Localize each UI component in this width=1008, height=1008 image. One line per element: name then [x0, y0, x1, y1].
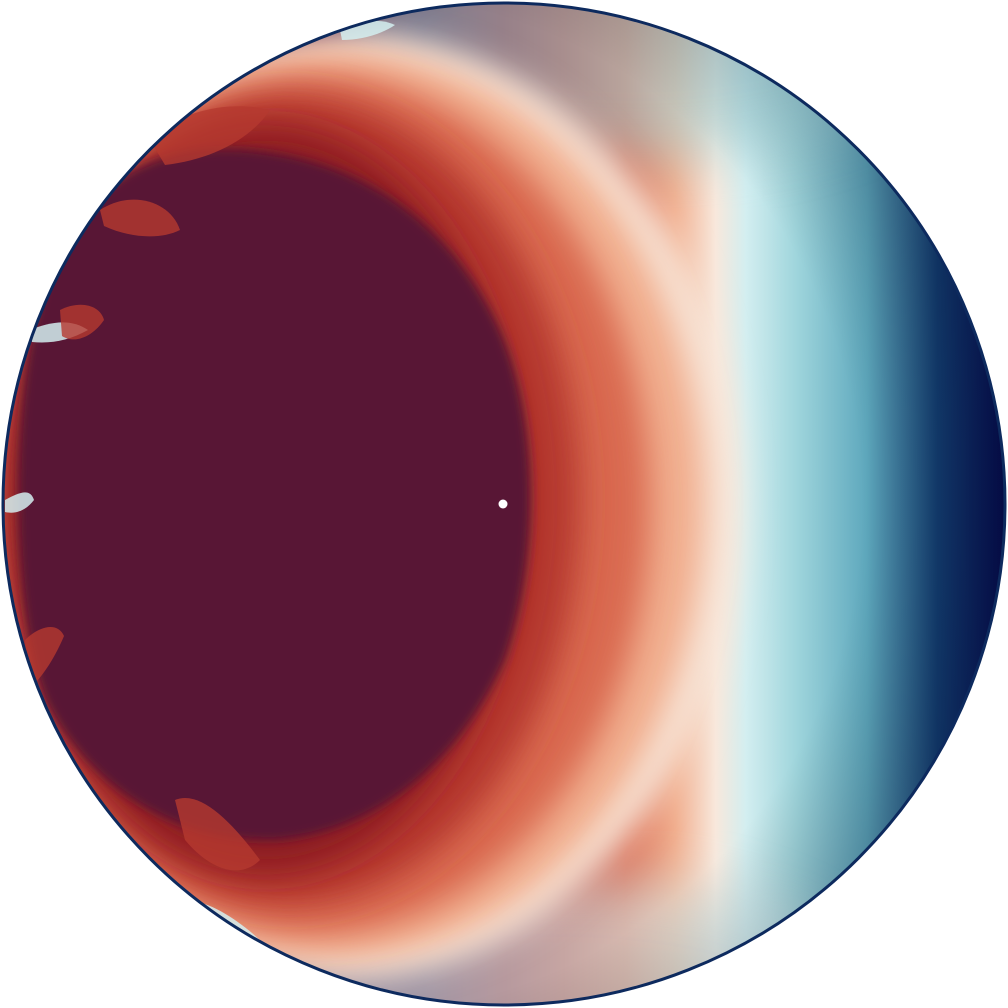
dot-icon: [498, 499, 508, 509]
